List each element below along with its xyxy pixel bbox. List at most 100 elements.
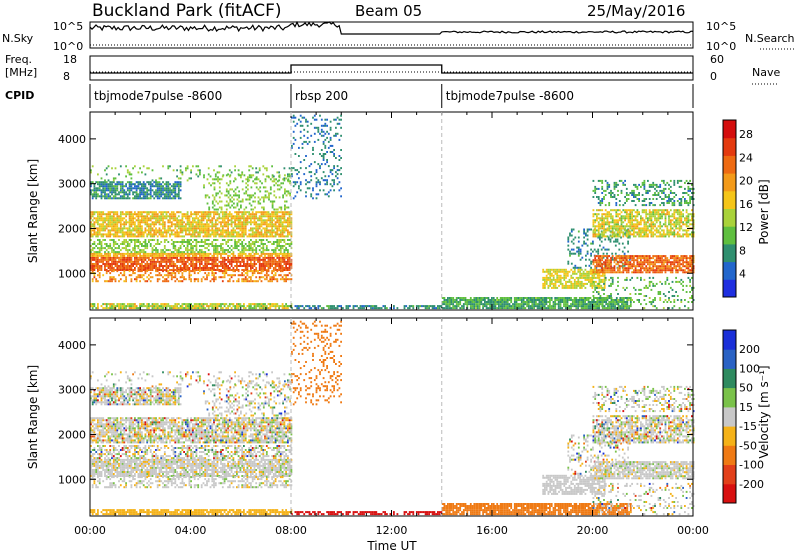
heatmap-cell [292,167,295,170]
heatmap-cell [160,256,163,259]
heatmap-cell [287,206,290,209]
heatmap-cell [527,303,530,306]
heatmap-cell [596,276,599,279]
heatmap-cell [114,269,117,271]
heatmap-cell [255,235,258,238]
heatmap-cell [580,274,583,277]
heatmap-cell [195,303,198,306]
heatmap-cell [112,303,115,306]
heatmap-cell [185,233,187,236]
heatmap-cell [285,194,288,197]
heatmap-cell [97,211,99,214]
heatmap-cell [126,260,129,263]
heatmap-cell [543,301,546,303]
heatmap-cell [112,189,115,192]
heatmap-cell [221,307,224,310]
heatmap-cell [582,297,585,299]
heatmap-cell [107,233,110,236]
heatmap-cell [408,307,411,310]
heatmap-cell [170,215,173,218]
heatmap-cell [126,227,129,230]
heatmap-cell [93,265,96,267]
heatmap-cell [104,181,106,184]
heatmap-cell [90,229,92,232]
heatmap-cell [561,276,564,279]
heatmap-cell [132,233,134,236]
heatmap-cell [111,181,113,184]
heatmap-cell [543,305,546,308]
heatmap-cell [607,305,609,308]
heatmap-cell [213,307,215,310]
heatmap-cell [139,227,141,230]
heatmap-cell [181,215,184,218]
heatmap-cell [378,307,381,310]
heatmap-cell [134,183,136,186]
heatmap-cell [236,227,238,230]
heatmap-cell [119,219,122,222]
heatmap-cell [575,282,578,285]
heatmap-cell [144,191,147,194]
heatmap-cell [489,303,491,306]
heatmap-cell [174,265,177,267]
heatmap-cell [114,305,117,308]
heatmap-cell [250,174,253,177]
heatmap-cell [193,252,196,255]
heatmap-cell [177,183,180,186]
heatmap-cell [251,215,254,218]
heatmap-cell [202,252,205,255]
heatmap-cell [167,191,170,194]
heatmap-cell [371,307,374,310]
heatmap-cell [284,208,286,211]
heatmap-cell [529,307,532,310]
heatmap-cell [542,286,545,289]
heatmap-cell [123,235,126,238]
heatmap-cell [417,307,420,310]
heatmap-cell [97,239,99,241]
heatmap-cell [290,235,293,238]
heatmap-cell [195,213,198,216]
heatmap-cell [218,260,221,263]
heatmap-cell [243,213,245,216]
heatmap-cell [250,223,252,226]
heatmap-cell [568,270,571,273]
heatmap-cell [169,258,171,261]
heatmap-cell [251,272,254,275]
heatmap-cell [393,305,395,308]
heatmap-cell [112,227,115,230]
heatmap-cell [202,227,205,230]
heatmap-cell [167,183,170,186]
heatmap-cell [281,303,284,306]
heatmap-cell [193,227,196,230]
heatmap-cell [305,155,307,157]
heatmap-cell [279,233,282,236]
heatmap-cell [216,239,219,241]
heatmap-cell [100,256,103,259]
heatmap-cell [158,197,161,200]
heatmap-cell [104,243,106,245]
heatmap-cell [181,171,184,174]
heatmap-cell [95,211,98,214]
heatmap-cell [132,235,134,238]
heatmap-cell [163,211,166,214]
heatmap-cell [130,258,133,261]
heatmap-cell [149,197,152,200]
heatmap-cell [118,245,120,247]
heatmap-cell [244,211,247,214]
heatmap-cell [549,276,552,279]
heatmap-cell [207,267,210,269]
heatmap-cell [315,118,318,121]
heatmap-cell [236,211,238,214]
heatmap-cell [91,215,94,218]
heatmap-cell [105,213,108,216]
heatmap-cell [216,307,219,310]
heatmap-cell [251,213,254,216]
heatmap-cell [285,190,288,193]
heatmap-cell [626,299,629,301]
heatmap-cell [156,278,159,281]
heatmap-cell [251,221,254,224]
heatmap-cell [148,183,150,186]
heatmap-cell [123,227,126,230]
heatmap-cell [118,247,120,250]
heatmap-cell [95,267,98,269]
heatmap-cell [197,303,200,306]
